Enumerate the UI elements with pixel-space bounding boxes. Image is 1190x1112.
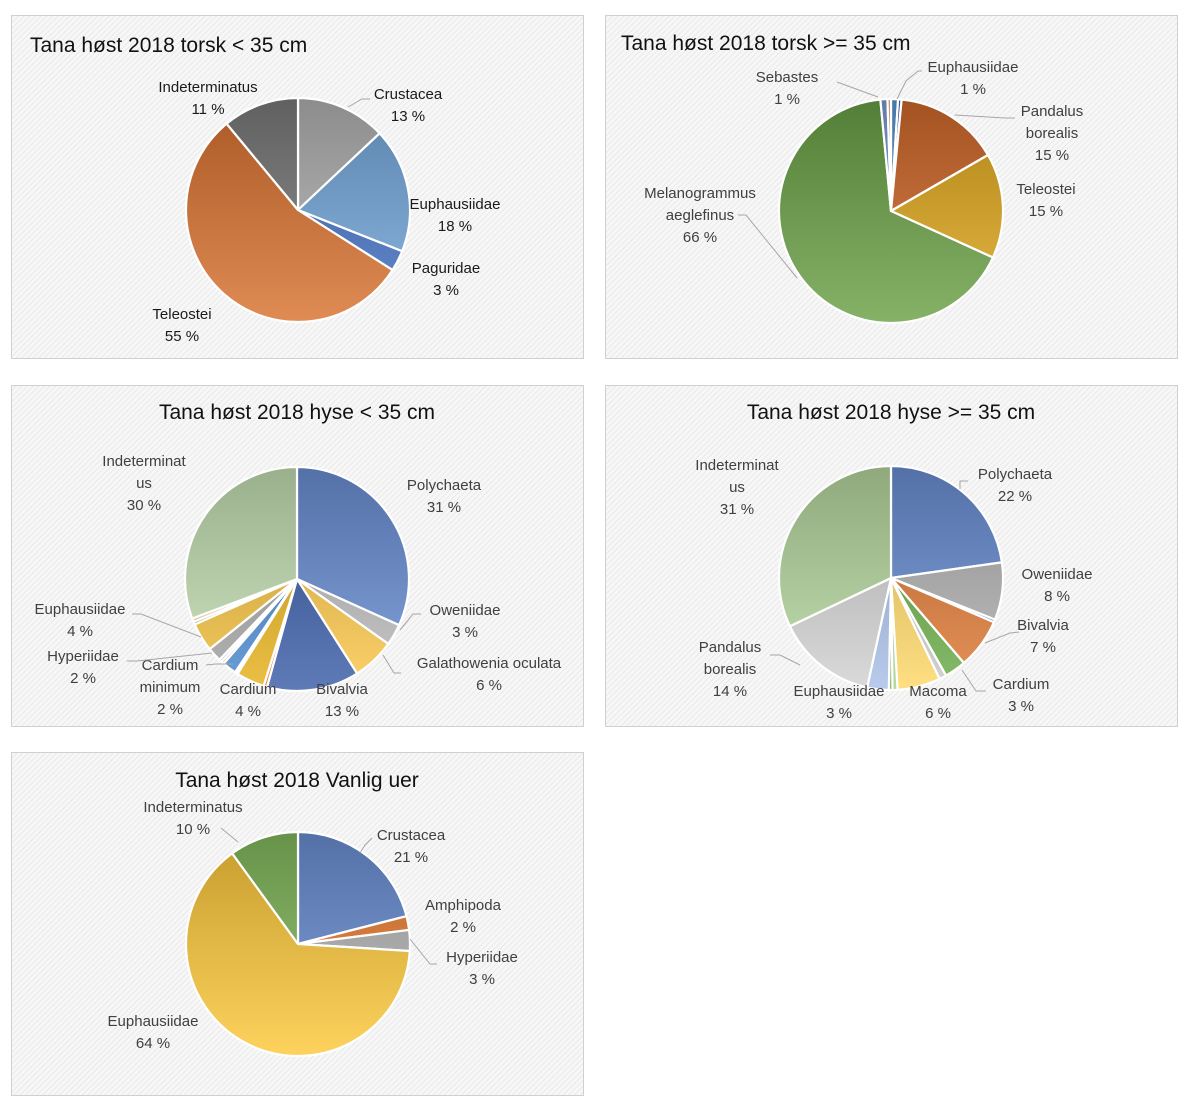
pie-slice-euphausiidae <box>184 852 411 1058</box>
data-label: Cardium 3 % <box>993 676 1050 715</box>
data-label: Cardium minimum 2 % <box>140 657 201 718</box>
leader-line <box>399 613 421 631</box>
pie-labels: Polychaeta 22 % Oweniidae 8 % Bivalvia 7 % Car… <box>695 457 1092 722</box>
pie-slice-indeterminatus <box>225 96 300 212</box>
data-label: Euphausiidae 18 % <box>410 196 501 235</box>
data-label: Macoma 6 % <box>909 683 967 722</box>
chart-title: Tana høst 2018 torsk < 35 cm <box>30 34 307 57</box>
data-label: Paguridae 3 % <box>412 260 480 299</box>
data-label: Galathowenia oculata 6 % <box>417 655 562 694</box>
chart-hyse-35-plus: Tana høst 2018 hyse >= 35 cm Polychaeta 2… <box>605 385 1178 727</box>
pie-slices <box>777 464 1005 692</box>
pie-slice-euphausiidae <box>296 132 412 253</box>
chart-title: Tana høst 2018 hyse >= 35 cm <box>747 401 1035 424</box>
data-label: Oweniidae 3 % <box>430 602 501 641</box>
data-label: Euphausiidae 3 % <box>794 683 885 722</box>
data-label: Amphipoda 2 % <box>425 897 502 936</box>
data-label: Hyperiidae 3 % <box>446 949 518 988</box>
leader-line <box>738 214 798 279</box>
data-label: Cardium 4 % <box>220 681 277 720</box>
pie-slices <box>183 465 411 693</box>
data-label: Pandalus borealis 14 % <box>699 639 762 700</box>
leader-line <box>896 70 922 100</box>
data-label: Polychaeta 22 % <box>978 466 1053 505</box>
pie-slices <box>777 97 1005 325</box>
pie-slice-indeterminatus <box>231 830 300 946</box>
pie-slice-indeterminatus <box>183 465 299 620</box>
data-label: Indeterminatus 11 % <box>158 79 257 118</box>
pie-slice-unlabeled <box>886 97 893 213</box>
leader-line <box>770 654 801 666</box>
data-label: Teleostei 15 % <box>1016 181 1075 220</box>
data-label: Indeterminat us 31 % <box>695 457 779 518</box>
chart-torsk-35-plus: Tana høst 2018 torsk >= 35 cm Euphausiid… <box>605 15 1178 359</box>
pie-slices <box>184 96 412 324</box>
pie-slice-melanogrammus-aeglefinus <box>777 98 994 325</box>
chart-title: Tana høst 2018 hyse < 35 cm <box>159 401 435 424</box>
pie-slice-teleostei <box>889 153 1005 259</box>
leader-line <box>220 827 239 843</box>
pie-slice-polychaeta <box>295 465 411 627</box>
chart-title: Tana høst 2018 Vanlig uer <box>175 769 419 792</box>
data-label: Crustacea 21 % <box>377 827 446 866</box>
data-label: Pandalus borealis 15 % <box>1021 103 1084 164</box>
pie-labels: Euphausiidae 1 %Pandalus borealis 15 % Teleo… <box>644 59 1084 279</box>
leader-line <box>347 98 370 108</box>
data-label: Euphausiidae 64 % <box>108 1013 199 1052</box>
pie-labels: Crustacea 21 % Amphipoda 2 % Hyperiidae 3 % Eu… <box>108 799 518 1052</box>
chart-vanlig-uer: Tana høst 2018 Vanlig uer Crustacea 21 % A… <box>11 752 584 1096</box>
pie-slice-pandalus-borealis <box>788 576 893 689</box>
leader-line <box>954 114 1015 119</box>
data-label: Sebastes 1 % <box>756 69 819 108</box>
leader-line <box>359 837 373 854</box>
leader-line <box>961 669 986 692</box>
pie-labels: Polychaeta 31 % Oweniidae 3 % Galathowenia o… <box>35 453 562 720</box>
pie-slice-indeterminatus <box>777 464 893 628</box>
leader-line <box>409 938 437 965</box>
pie-slice-crustacea <box>296 96 381 212</box>
leader-line <box>127 652 213 662</box>
data-label: Teleostei 55 % <box>152 306 211 345</box>
pie-slice-crustacea <box>296 830 408 946</box>
leader-line <box>959 480 968 489</box>
data-label: Oweniidae 8 % <box>1022 566 1093 605</box>
leader-line <box>836 81 879 98</box>
data-label: Euphausiidae 4 % <box>35 601 126 640</box>
data-label: Euphausiidae 1 % <box>928 59 1019 98</box>
chart-torsk-under-35: Tana høst 2018 torsk < 35 cm Crustacea 13… <box>11 15 584 359</box>
data-label: Bivalvia 13 % <box>316 681 368 720</box>
leader-line <box>984 631 1020 644</box>
chart-title: Tana høst 2018 torsk >= 35 cm <box>621 32 911 55</box>
data-label: Bivalvia 7 % <box>1017 617 1069 656</box>
leader-line <box>205 663 233 666</box>
pie-slice-polychaeta <box>889 464 1004 580</box>
chart-hyse-under-35: Tana høst 2018 hyse < 35 cm Polychaeta 31… <box>11 385 584 727</box>
data-label: Melanogrammus aeglefinus 66 % <box>644 185 756 246</box>
leader-line <box>132 613 202 638</box>
data-label: Hyperiidae 2 % <box>47 648 119 687</box>
pie-slices <box>184 830 412 1058</box>
data-label: Indeterminatus 10 % <box>143 799 242 838</box>
pie-slice-teleostei <box>184 122 394 324</box>
pie-slice-pandalus-borealis <box>889 98 990 213</box>
data-label: Polychaeta 31 % <box>407 477 482 516</box>
leader-line <box>382 654 401 674</box>
pie-labels: Crustacea 13 % Euphausiidae 18 % Paguridae 3 … <box>152 79 500 345</box>
data-label: Crustacea 13 % <box>374 86 443 125</box>
data-label: Indeterminat us 30 % <box>102 453 186 514</box>
